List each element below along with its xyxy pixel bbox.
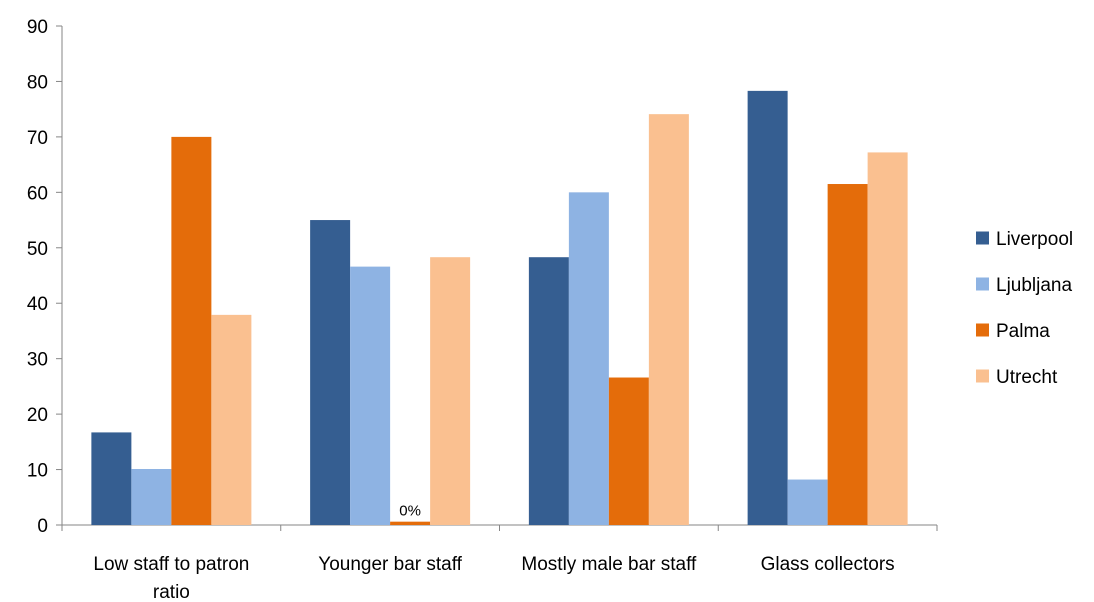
legend-swatch-ljubljana [976, 277, 989, 291]
y-tick-label: 50 [27, 239, 48, 260]
y-axis: 0 10 20 30 40 50 60 70 80 90 [27, 17, 63, 537]
x-category-label-line: Younger bar staff [318, 554, 462, 575]
y-tick-label: 70 [27, 128, 48, 149]
y-tick-label: 30 [27, 350, 48, 371]
legend-swatch-liverpool [976, 231, 989, 245]
data-label: 0% [399, 503, 421, 520]
bar-liverpool [528, 257, 569, 525]
x-category-label: Mostly male bar staff [521, 554, 697, 575]
bar-palma [390, 521, 431, 525]
bars [91, 90, 908, 526]
x-category-label: Younger bar staff [318, 554, 462, 575]
legend: Liverpool Ljubljana Palma Utrecht [976, 229, 1073, 388]
bar-palma [171, 136, 212, 525]
legend-label: Palma [996, 321, 1050, 342]
data-labels: 0% [399, 503, 421, 520]
y-tick-label: 80 [27, 72, 48, 93]
bar-utrecht [867, 152, 908, 525]
y-tick-label: 10 [27, 461, 48, 482]
bar-liverpool [747, 90, 788, 526]
legend-label: Utrecht [996, 367, 1058, 388]
bar-utrecht [430, 257, 471, 525]
x-category-label: Glass collectors [761, 554, 895, 575]
x-category-label-line: Mostly male bar staff [521, 554, 697, 575]
y-tick-label: 60 [27, 183, 48, 204]
x-category-label-line: Low staff to patron [93, 554, 249, 575]
legend-swatch-palma [976, 323, 989, 337]
x-axis: Low staff to patron ratio Younger bar staf… [61, 524, 938, 602]
x-category-label-line: Glass collectors [761, 554, 895, 575]
bar-liverpool [91, 432, 132, 525]
x-category-label: Low staff to patron ratio [93, 554, 249, 602]
legend-swatch-utrecht [976, 369, 989, 383]
bar-liverpool [310, 220, 351, 526]
y-tick-label: 40 [27, 294, 48, 315]
y-tick-label: 90 [27, 17, 48, 38]
bar-palma [827, 184, 868, 525]
bar-utrecht [211, 314, 252, 525]
y-tick-label: 0 [37, 516, 48, 537]
y-tick-label: 20 [27, 405, 48, 426]
legend-label: Ljubljana [996, 275, 1072, 296]
legend-label: Liverpool [996, 229, 1073, 250]
x-category-label-line: ratio [153, 582, 190, 602]
bar-ljubljana [568, 192, 609, 526]
bar-ljubljana [131, 469, 172, 525]
bar-ljubljana [787, 479, 828, 525]
bar-utrecht [648, 114, 689, 525]
bar-palma [608, 377, 649, 525]
bar-ljubljana [350, 266, 391, 525]
